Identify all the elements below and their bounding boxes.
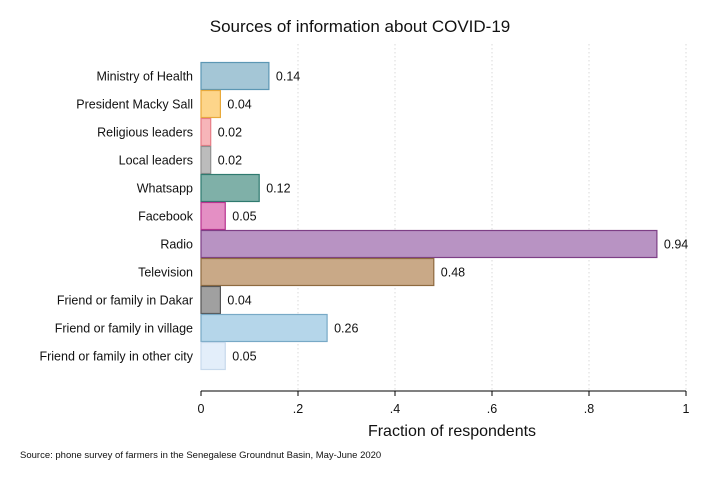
x-tick-label: .2 <box>293 402 303 416</box>
data-label: 0.04 <box>227 98 251 112</box>
bar <box>200 89 221 119</box>
data-label: 0.14 <box>276 70 300 84</box>
x-tick-label: .4 <box>390 402 400 416</box>
bar <box>200 61 270 91</box>
category-label: Facebook <box>138 210 194 224</box>
data-label: 0.05 <box>232 350 256 364</box>
data-label: 0.02 <box>218 126 242 140</box>
bar <box>200 285 221 315</box>
data-label: 0.04 <box>227 294 251 308</box>
x-axis-title: Fraction of respondents <box>368 423 536 440</box>
source-note: Source: phone survey of farmers in the S… <box>20 450 381 461</box>
data-label: 0.26 <box>334 322 358 336</box>
bars <box>200 61 658 371</box>
x-tick-label: .8 <box>584 402 594 416</box>
category-label: Television <box>138 266 193 280</box>
x-tick-label: 0 <box>198 402 205 416</box>
category-label: Friend or family in other city <box>39 350 193 364</box>
category-label: Ministry of Health <box>96 70 193 84</box>
category-label: Friend or family in village <box>55 322 193 336</box>
x-tick-label: .6 <box>487 402 497 416</box>
bar <box>200 117 212 147</box>
category-label: Whatsapp <box>137 182 193 196</box>
category-label: Radio <box>160 238 193 252</box>
category-label: Religious leaders <box>97 126 193 140</box>
bar <box>200 201 226 231</box>
bar <box>200 313 328 343</box>
category-labels: Ministry of Health President Macky Sall Re… <box>39 70 193 364</box>
bar <box>200 229 658 259</box>
data-label: 0.94 <box>664 238 688 252</box>
x-axis-ticks: 0 .2 .4 .6 .8 1 <box>198 391 690 416</box>
data-label: 0.12 <box>266 182 290 196</box>
bar <box>200 341 226 371</box>
gridlines <box>297 44 687 390</box>
data-label: 0.05 <box>232 210 256 224</box>
bar <box>200 173 260 203</box>
x-tick-label: 1 <box>683 402 690 416</box>
bar <box>200 145 212 175</box>
data-label: 0.48 <box>441 266 465 280</box>
bar <box>200 257 435 287</box>
category-label: Friend or family in Dakar <box>57 294 193 308</box>
data-label: 0.02 <box>218 154 242 168</box>
category-label: Local leaders <box>119 154 193 168</box>
chart-title: Sources of information about COVID-19 <box>210 17 510 36</box>
value-labels: 0.14 0.04 0.02 0.02 0.12 0.05 0.94 0.48 0.04 0.26… <box>218 70 689 364</box>
category-label: President Macky Sall <box>76 98 193 112</box>
